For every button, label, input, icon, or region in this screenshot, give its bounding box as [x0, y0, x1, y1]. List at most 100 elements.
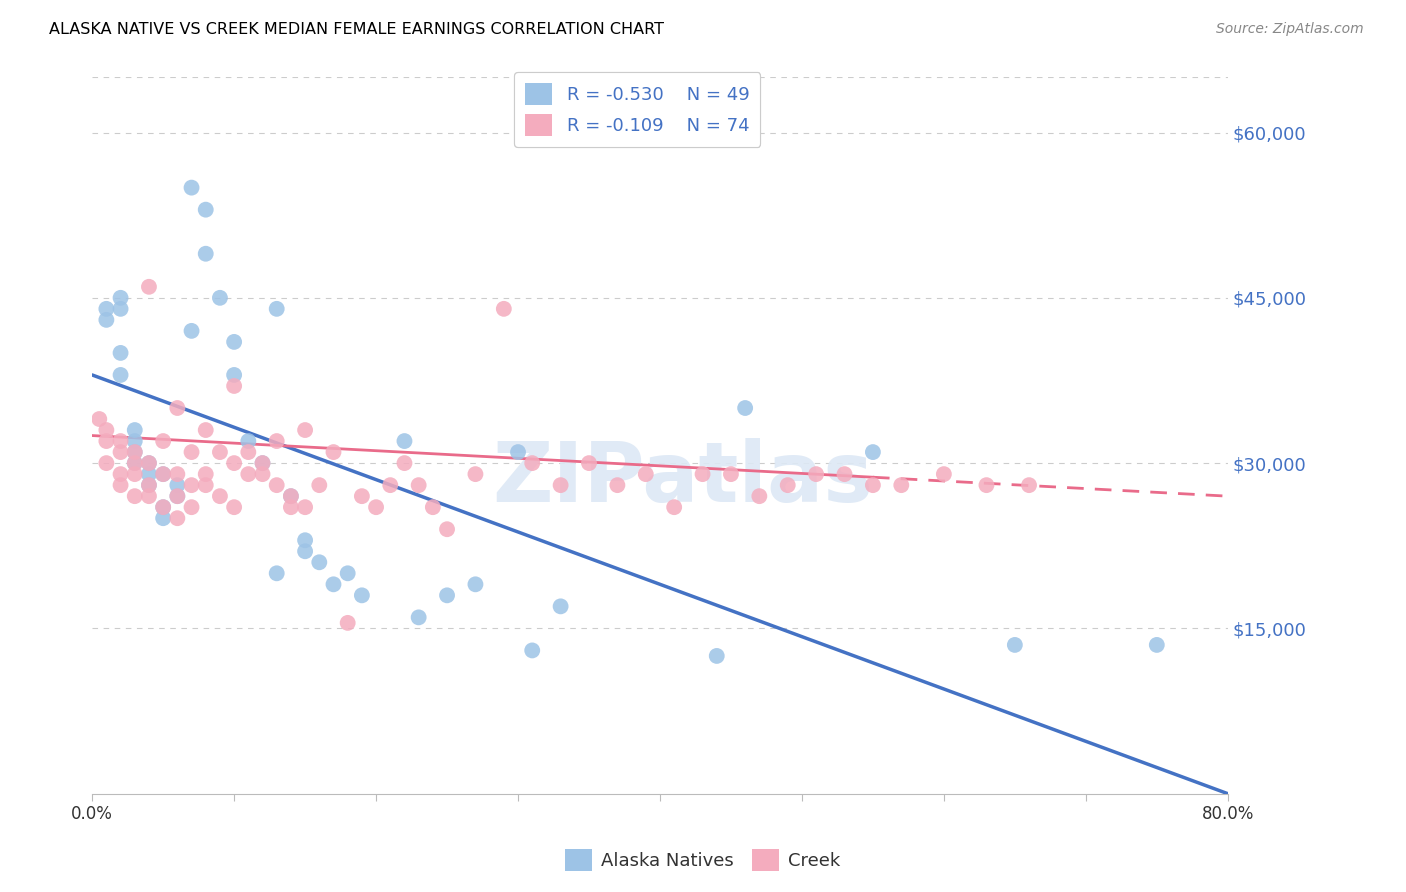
Point [124, 434, 146, 448]
Legend: R = -0.530    N = 49, R = -0.109    N = 74: R = -0.530 N = 49, R = -0.109 N = 74 [515, 72, 761, 147]
Point [834, 467, 856, 482]
Point [350, 588, 373, 602]
Point [96, 313, 118, 327]
Point [252, 456, 274, 470]
Point [180, 478, 202, 492]
Point [380, 478, 402, 492]
Point [280, 489, 302, 503]
Point [662, 500, 685, 515]
Point [224, 368, 246, 382]
Point [152, 500, 174, 515]
Point [1004, 638, 1026, 652]
Point [124, 445, 146, 459]
Point [890, 478, 912, 492]
Point [208, 489, 231, 503]
Point [96, 301, 118, 316]
Point [522, 456, 544, 470]
Point [238, 445, 260, 459]
Point [138, 456, 160, 470]
Point [294, 423, 316, 437]
Point [180, 180, 202, 194]
Point [138, 478, 160, 492]
Point [720, 467, 742, 482]
Point [138, 478, 160, 492]
Point [734, 401, 756, 415]
Point [336, 615, 359, 630]
Point [308, 555, 330, 569]
Point [932, 467, 955, 482]
Point [252, 467, 274, 482]
Point [166, 511, 188, 525]
Point [96, 434, 118, 448]
Point [224, 334, 246, 349]
Point [280, 500, 302, 515]
Point [436, 588, 458, 602]
Point [89, 412, 111, 426]
Point [422, 500, 444, 515]
Point [194, 246, 217, 260]
Point [96, 456, 118, 470]
Point [238, 434, 260, 448]
Point [606, 478, 628, 492]
Point [110, 445, 132, 459]
Point [492, 301, 515, 316]
Point [550, 599, 572, 614]
Point [224, 379, 246, 393]
Point [634, 467, 657, 482]
Point [166, 401, 188, 415]
Point [124, 445, 146, 459]
Point [124, 423, 146, 437]
Point [350, 489, 373, 503]
Point [180, 324, 202, 338]
Point [166, 489, 188, 503]
Point [110, 368, 132, 382]
Point [550, 478, 572, 492]
Point [464, 467, 486, 482]
Point [266, 301, 288, 316]
Point [294, 544, 316, 558]
Point [776, 478, 799, 492]
Point [152, 467, 174, 482]
Point [692, 467, 714, 482]
Point [1018, 478, 1040, 492]
Point [166, 467, 188, 482]
Point [138, 456, 160, 470]
Point [208, 445, 231, 459]
Point [394, 434, 416, 448]
Point [364, 500, 387, 515]
Point [180, 500, 202, 515]
Point [578, 456, 600, 470]
Point [464, 577, 486, 591]
Point [294, 500, 316, 515]
Point [152, 500, 174, 515]
Point [252, 456, 274, 470]
Point [266, 478, 288, 492]
Point [194, 478, 217, 492]
Point [138, 467, 160, 482]
Point [336, 566, 359, 581]
Point [110, 467, 132, 482]
Point [138, 489, 160, 503]
Point [238, 467, 260, 482]
Point [110, 478, 132, 492]
Legend: Alaska Natives, Creek: Alaska Natives, Creek [558, 842, 848, 879]
Point [266, 434, 288, 448]
Point [308, 478, 330, 492]
Point [322, 577, 344, 591]
Point [394, 456, 416, 470]
Point [408, 610, 430, 624]
Point [322, 445, 344, 459]
Point [436, 522, 458, 536]
Point [180, 445, 202, 459]
Point [862, 478, 884, 492]
Point [208, 291, 231, 305]
Point [194, 202, 217, 217]
Point [976, 478, 998, 492]
Point [1146, 638, 1168, 652]
Point [152, 467, 174, 482]
Point [110, 434, 132, 448]
Point [862, 445, 884, 459]
Point [224, 500, 246, 515]
Text: ALASKA NATIVE VS CREEK MEDIAN FEMALE EARNINGS CORRELATION CHART: ALASKA NATIVE VS CREEK MEDIAN FEMALE EAR… [49, 22, 664, 37]
Point [804, 467, 827, 482]
